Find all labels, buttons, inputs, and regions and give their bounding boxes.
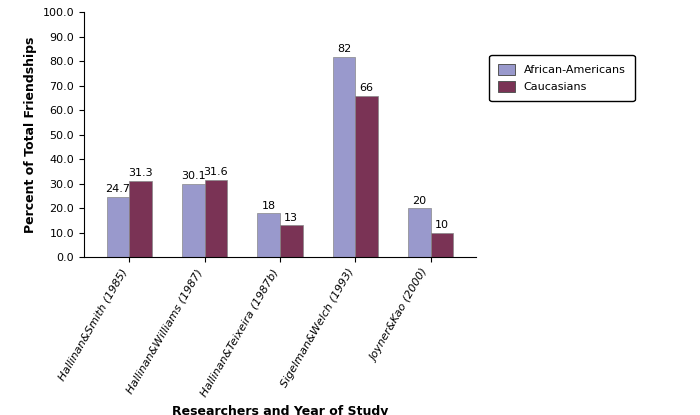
X-axis label: Researchers and Year of Study: Researchers and Year of Study [172, 405, 388, 415]
Text: 31.3: 31.3 [128, 168, 153, 178]
Bar [204, 180, 228, 257]
Text: 31.6: 31.6 [204, 168, 228, 178]
Bar [408, 208, 430, 257]
Text: 18: 18 [262, 201, 276, 211]
Bar [430, 233, 454, 257]
Bar [356, 96, 378, 257]
Text: 82: 82 [337, 44, 351, 54]
Text: 30.1: 30.1 [181, 171, 206, 181]
Text: 10: 10 [435, 220, 449, 230]
Y-axis label: Percent of Total Friendships: Percent of Total Friendships [24, 37, 37, 233]
Legend: African-Americans, Caucasians: African-Americans, Caucasians [489, 55, 635, 101]
Text: 24.7: 24.7 [106, 184, 130, 194]
Text: 66: 66 [360, 83, 374, 93]
Bar [130, 181, 152, 257]
Text: 13: 13 [284, 213, 298, 223]
Bar [182, 183, 204, 257]
Bar [106, 197, 130, 257]
Bar [258, 213, 280, 257]
Bar [332, 56, 356, 257]
Text: 20: 20 [412, 196, 426, 206]
Bar [280, 225, 302, 257]
